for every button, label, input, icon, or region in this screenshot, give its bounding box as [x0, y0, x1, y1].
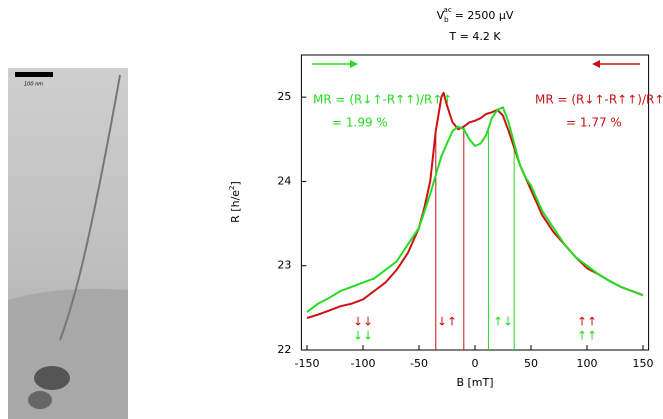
x-tick-label: -100: [351, 357, 376, 370]
y-label-part: R [h/e: [229, 190, 242, 223]
x-tick-label: 100: [577, 357, 598, 370]
title-sup: ac: [444, 6, 452, 14]
sweep-arrow-head: [350, 60, 358, 68]
y-label-part: ]: [229, 181, 242, 185]
cluster: [34, 366, 70, 390]
x-axis-label: B [mT]: [456, 376, 493, 389]
chart-title: Vb ac = 2500 µV: [437, 6, 514, 24]
state-label: ↑↑: [577, 329, 597, 343]
y-tick-label: 22: [277, 343, 291, 356]
annotation: MR = (R↓↑-R↑↑)/R↑↑: [313, 93, 452, 107]
state-label: ↑↓: [493, 315, 513, 329]
micrograph: 100 nm: [8, 68, 128, 419]
title-sub: b: [444, 16, 449, 24]
state-label: ↓↓: [353, 329, 373, 343]
state-label: ↑↑: [577, 315, 597, 329]
title-rest: = 2500 µV: [455, 9, 514, 22]
y-label-sup: 2: [228, 185, 236, 189]
annotation: = 1.77 %: [566, 116, 622, 130]
substrate: [8, 288, 128, 419]
nanowire: [59, 74, 121, 341]
x-tick-label: 50: [524, 357, 538, 370]
scale-bar-label: 100 nm: [24, 82, 43, 88]
y-tick-label: 23: [277, 259, 291, 272]
title-symbol: V: [437, 9, 445, 22]
annotation: = 1.99 %: [332, 116, 388, 130]
chart-subtitle: T = 4.2 K: [448, 30, 501, 43]
state-label: ↓↓: [353, 315, 373, 329]
state-label: ↓↑: [437, 315, 457, 329]
scale-bar: [15, 72, 53, 77]
x-tick-label: -50: [410, 357, 428, 370]
y-axis-label: R [h/e2]: [228, 181, 242, 223]
x-tick-label: 150: [633, 357, 654, 370]
cluster: [28, 391, 52, 409]
x-tick-label: -150: [295, 357, 320, 370]
sweep-arrow-head: [592, 60, 600, 68]
series-line: [306, 106, 644, 313]
y-tick-label: 24: [277, 174, 291, 187]
y-tick-label: 25: [277, 90, 291, 103]
direction-arrows: [312, 60, 640, 68]
annotation: MR = (R↓↑-R↑↑)/R↑↑: [535, 93, 663, 107]
x-tick-label: 0: [472, 357, 479, 370]
